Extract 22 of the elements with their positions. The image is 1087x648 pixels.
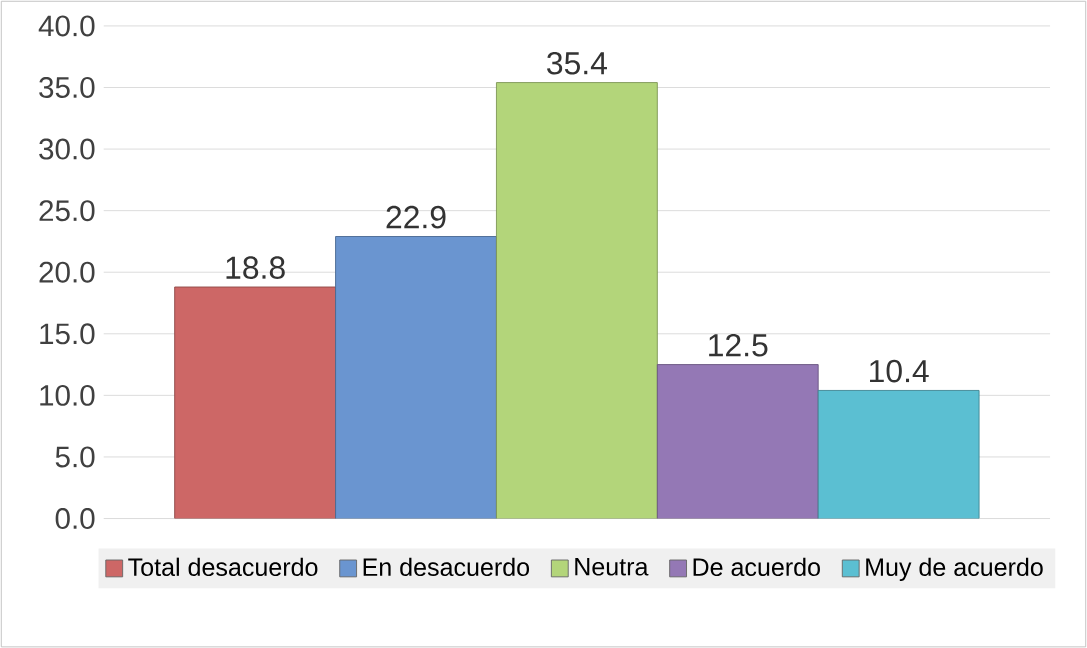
y-tick-label: 35.0 (39, 76, 95, 98)
bar (817, 389, 980, 519)
legend-label: Neutra (575, 558, 649, 576)
bar (174, 286, 337, 519)
y-tick-label: 5.0 (55, 446, 95, 468)
y-tick-label: 40.0 (38, 15, 95, 37)
y-tick-label: 0.0 (55, 507, 95, 529)
data-label: 35.4 (547, 51, 607, 75)
data-label: 22.9 (386, 205, 446, 229)
y-tick-label: 30.0 (39, 138, 95, 160)
y-tick-label: 20.0 (39, 261, 95, 283)
data-label: 18.8 (226, 256, 285, 279)
legend-label: Total desacuerdo (128, 557, 318, 576)
data-label: 10.4 (870, 359, 929, 383)
bar (335, 235, 497, 519)
y-tick-label: 10.0 (40, 384, 95, 406)
y-tick-label: 25.0 (39, 200, 95, 222)
legend-label: En desacuerdo (363, 557, 530, 576)
legend-label: Muy de acuerdo (866, 557, 1043, 581)
data-label: 12.5 (709, 333, 768, 357)
legend-label: De acuerdo (693, 557, 820, 576)
y-tick-label: 15.0 (40, 323, 95, 345)
